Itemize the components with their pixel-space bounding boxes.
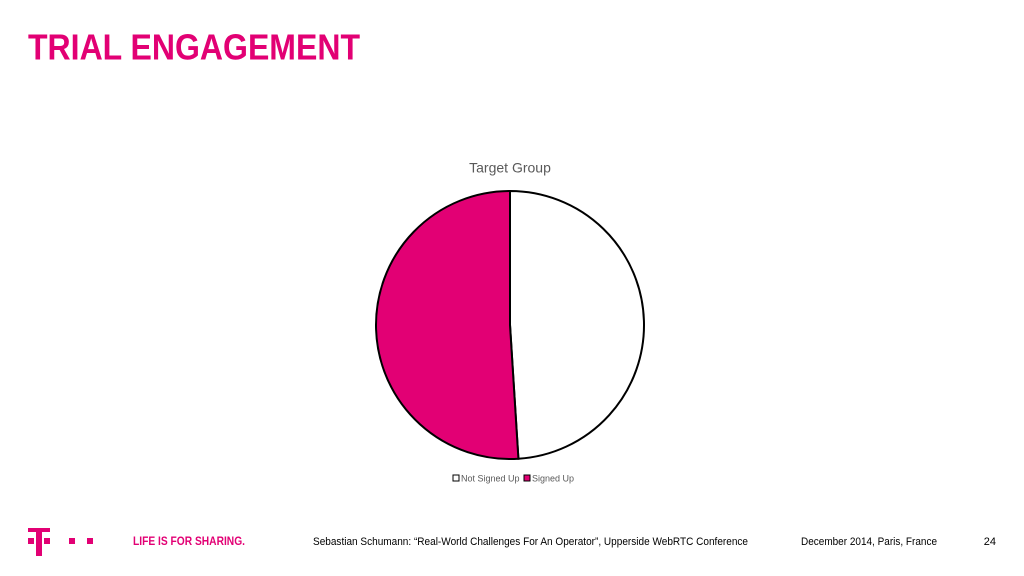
legend-label: Signed Up [532,473,574,483]
legend-swatch [523,474,531,482]
slogan: LIFE IS FOR SHARING. [133,534,245,548]
logo [28,528,93,556]
legend-label: Not Signed Up [461,473,520,483]
slide-title: TRIAL ENGAGEMENT [28,27,360,68]
footer-date: December 2014, Paris, France [801,536,937,548]
pie-slice [375,189,520,460]
footer-text: Sebastian Schumann: “Real-World Challeng… [313,536,748,548]
chart-title: Target Group [469,160,551,176]
pie-slice [509,189,646,460]
page-number: 24 [984,536,996,548]
legend-swatch [452,474,460,482]
